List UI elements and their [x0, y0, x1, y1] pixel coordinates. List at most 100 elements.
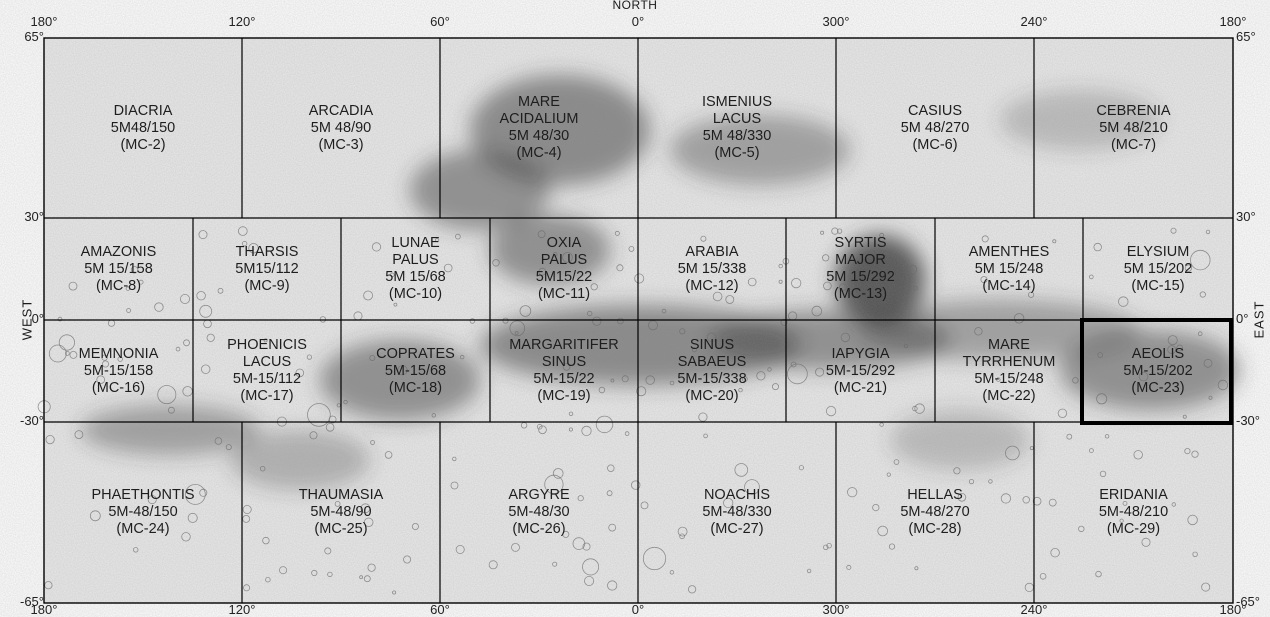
quadrangle-code: 5M 15/158	[84, 260, 153, 277]
quadrangle-name: MARE	[988, 337, 1030, 353]
quadrangle-code: 5M-15/158	[83, 362, 154, 379]
quadrangle-name: LUNAE	[391, 235, 440, 251]
quadrangle-name: IAPYGIA	[831, 345, 890, 362]
quadrangle-code: 5M-15/338	[677, 371, 747, 387]
quadrangle-name: SYRTIS	[834, 235, 887, 251]
left-latitude-label: 65°	[24, 29, 44, 44]
quadrangle-name: ERIDANIA	[1099, 487, 1168, 503]
quadrangle-mc-25: THAUMASIA 5M-48/90 (MC-25)	[242, 487, 440, 538]
quadrangle-name: ARABIA	[685, 243, 739, 260]
quadrangle-code: 5M-15/68	[384, 362, 447, 379]
right-latitude-label: 0°	[1236, 311, 1249, 326]
quadrangle-code: 5M-48/210	[1098, 504, 1169, 520]
quadrangle-code: PALUS	[540, 252, 588, 268]
quadrangle-name: ARCADIA	[308, 102, 374, 119]
quadrangle-name: NOACHIS	[703, 487, 771, 503]
quadrangle-code: (MC-4)	[516, 145, 562, 161]
bottom-longitude-label: 300°	[822, 602, 850, 617]
quadrangle-mc-18: COPRATES 5M-15/68 (MC-18)	[341, 346, 490, 397]
quadrangle-mc-4: MARE ACIDALIUM 5M 48/30 (MC-4)	[440, 94, 638, 162]
quadrangle-mc-29: ERIDANIA 5M-48/210 (MC-29)	[1034, 487, 1233, 538]
quadrangle-code: (MC-20)	[685, 388, 739, 404]
quadrangle-name: DIACRIA	[113, 102, 173, 119]
bottom-longitude-label: 60°	[430, 602, 450, 617]
quadrangle-code: (MC-3)	[318, 136, 364, 153]
quadrangle-mc-9: THARSIS 5M15/112 (MC-9)	[193, 244, 341, 295]
quadrangle-code: LACUS	[242, 354, 292, 370]
quadrangle-code: PALUS	[392, 252, 439, 268]
quadrangle-code: (MC-18)	[388, 379, 443, 396]
quadrangle-code: (MC-22)	[982, 388, 1036, 404]
quadrangle-code: 5M48/150	[110, 119, 176, 136]
quadrangle-mc-24: PHAETHONTIS 5M-48/150 (MC-24)	[44, 487, 242, 538]
quadrangle-code: 5M15/112	[235, 260, 299, 277]
top-longitude-label: 120°	[228, 14, 256, 29]
left-latitude-label: 0°	[31, 311, 44, 326]
quadrangle-code: 5M15/22	[535, 269, 593, 285]
quadrangle-mc-15: ELYSIUM 5M 15/202 (MC-15)	[1083, 244, 1233, 295]
quadrangle-code: 5M-48/270	[900, 504, 970, 520]
quadrangle-code: SINUS	[541, 354, 587, 370]
quadrangle-name: MEMNONIA	[78, 345, 159, 362]
quadrangle-code: (MC-17)	[240, 388, 294, 404]
quadrangle-mc-22: MARE TYRRHENUM 5M-15/248 (MC-22)	[935, 337, 1083, 405]
quadrangle-code: 5M-15/248	[974, 371, 1044, 387]
quadrangle-mc-26: ARGYRE 5M-48/30 (MC-26)	[440, 487, 638, 538]
quadrangle-code: 5M-48/150	[108, 504, 178, 520]
quadrangle-mc-12: ARABIA 5M 15/338 (MC-12)	[638, 244, 786, 295]
quadrangle-code: 5M 15/292	[826, 269, 895, 285]
quadrangle-code: TYRRHENUM	[962, 354, 1056, 370]
quadrangle-name: PHOENICIS	[227, 337, 307, 353]
quadrangle-grid	[43, 37, 1234, 604]
quadrangle-name: AMAZONIS	[80, 243, 157, 260]
quadrangle-code: 5M 15/248	[974, 260, 1044, 277]
quadrangle-mc-5: ISMENIUS LACUS 5M 48/330 (MC-5)	[638, 94, 836, 162]
quadrangle-code: (MC-26)	[512, 521, 566, 537]
quadrangle-mc-16: MEMNONIA 5M-15/158 (MC-16)	[44, 346, 193, 397]
quadrangle-code: 5M 48/30	[508, 128, 570, 144]
quadrangle-code: (MC-29)	[1106, 521, 1161, 537]
quadrangle-name: ARGYRE	[508, 487, 570, 503]
quadrangle-code: (MC-7)	[1110, 136, 1157, 153]
mc-23-highlight-box	[1080, 318, 1233, 425]
quadrangle-code: (MC-27)	[710, 521, 764, 537]
quadrangle-code: MAJOR	[835, 252, 886, 268]
quadrangle-code: (MC-24)	[116, 521, 170, 537]
quadrangle-mc-27: NOACHIS 5M-48/330 (MC-27)	[638, 487, 836, 538]
quadrangle-code: (MC-15)	[1131, 277, 1185, 294]
bottom-longitude-label: 180°	[1219, 602, 1247, 617]
north-label: NORTH	[612, 0, 658, 12]
quadrangle-code: 5M 48/210	[1099, 119, 1168, 136]
quadrangle-mc-14: AMENTHES 5M 15/248 (MC-14)	[935, 244, 1083, 295]
quadrangle-code: 5M 15/338	[677, 260, 747, 277]
quadrangle-code: (MC-23)	[1131, 379, 1185, 396]
bottom-longitude-label: 120°	[228, 602, 256, 617]
quadrangle-name: COPRATES	[376, 345, 455, 362]
quadrangle-mc-6: CASIUS 5M 48/270 (MC-6)	[836, 103, 1034, 154]
quadrangle-mc-13: SYRTIS MAJOR 5M 15/292 (MC-13)	[786, 235, 935, 303]
quadrangle-code: (MC-2)	[120, 136, 166, 153]
quadrangle-code: (MC-6)	[912, 136, 958, 153]
quadrangle-mc-11: OXIA PALUS 5M15/22 (MC-11)	[490, 235, 638, 303]
right-latitude-label: 30°	[1236, 209, 1256, 224]
quadrangle-code: 5M 48/270	[900, 119, 970, 136]
quadrangle-code: (MC-28)	[908, 521, 962, 537]
quadrangle-code: (MC-10)	[388, 286, 443, 302]
quadrangle-mc-8: AMAZONIS 5M 15/158 (MC-8)	[44, 244, 193, 295]
left-latitude-label: -65°	[20, 594, 44, 609]
bottom-longitude-label: 240°	[1020, 602, 1048, 617]
quadrangle-mc-10: LUNAE PALUS 5M 15/68 (MC-10)	[341, 235, 490, 303]
quadrangle-code: (MC-12)	[685, 277, 739, 294]
right-latitude-label: 65°	[1236, 29, 1256, 44]
quadrangle-mc-20: SINUS SABAEUS 5M-15/338 (MC-20)	[638, 337, 786, 405]
quadrangle-code: (MC-14)	[982, 277, 1036, 294]
quadrangle-code: 5M-15/292	[825, 362, 896, 379]
bottom-longitude-label: 0°	[631, 602, 645, 617]
quadrangle-mc-2: DIACRIA 5M48/150 (MC-2)	[44, 103, 242, 154]
quadrangle-name: THAUMASIA	[298, 487, 384, 503]
quadrangle-code: (MC-19)	[537, 388, 591, 404]
quadrangle-mc-28: HELLAS 5M-48/270 (MC-28)	[836, 487, 1034, 538]
quadrangle-name: HELLAS	[907, 487, 963, 503]
top-longitude-label: 180°	[1219, 14, 1247, 29]
